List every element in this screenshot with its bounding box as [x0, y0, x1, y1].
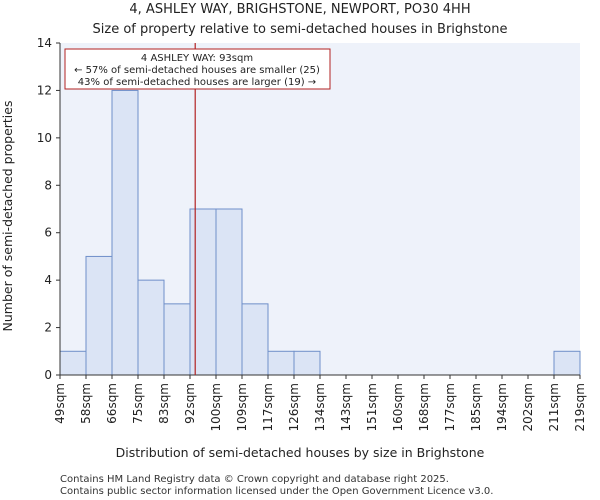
x-tick-label: 211sqm [547, 383, 561, 431]
chart-title: 4, ASHLEY WAY, BRIGHSTONE, NEWPORT, PO30… [129, 2, 470, 17]
x-tick-label: 75sqm [131, 383, 145, 424]
y-tick-label: 0 [44, 368, 52, 382]
bar-117sqm [267, 350, 295, 376]
annotation-line-2: ← 57% of semi-detached houses are smalle… [74, 65, 320, 76]
x-tick-label: 49sqm [53, 383, 67, 424]
x-tick-label: 185sqm [469, 383, 483, 431]
x-tick-label: 58sqm [79, 383, 93, 424]
x-tick-label: 160sqm [391, 383, 405, 431]
x-tick-label: 100sqm [209, 383, 223, 431]
annotation-box: 4 ASHLEY WAY: 93sqm ← 57% of semi-detach… [64, 48, 331, 90]
x-tick-label: 92sqm [183, 383, 197, 424]
x-tick-label: 151sqm [365, 383, 379, 431]
y-tick-label: 8 [44, 178, 52, 192]
x-tick-label: 66sqm [105, 383, 119, 424]
bar-92sqm [189, 208, 217, 376]
bar-126sqm [293, 350, 321, 376]
x-tick-label: 194sqm [495, 383, 509, 431]
bar-109sqm [241, 303, 269, 376]
y-tick-label: 14 [37, 36, 52, 50]
x-tick-label: 83sqm [157, 383, 171, 424]
y-tick-label: 10 [37, 131, 52, 145]
axes-group [56, 42, 581, 379]
y-axis-label: Number of semi-detached properties [0, 101, 15, 332]
x-tick-label: 177sqm [443, 383, 457, 431]
bar-100sqm [215, 208, 243, 376]
x-tick-labels: 49sqm 58sqm 66sqm 75sqm 83sqm 92sqm 100sqm 109s… [53, 383, 587, 431]
x-tick-label: 109sqm [235, 383, 249, 431]
bar-83sqm [163, 303, 191, 376]
bar-75sqm [137, 279, 165, 376]
y-tick-label: 6 [44, 226, 52, 240]
bar-211sqm [553, 350, 581, 376]
bars-group [59, 89, 581, 376]
x-tick-label: 117sqm [261, 383, 275, 431]
bar-49sqm [59, 350, 87, 376]
x-tick-label: 126sqm [287, 383, 301, 431]
annotation-line-3: 43% of semi-detached houses are larger (… [78, 77, 316, 88]
annotation-border [64, 48, 331, 90]
x-tick-label: 219sqm [573, 383, 587, 431]
x-tick-label: 143sqm [339, 383, 353, 431]
y-tick-label: 2 [44, 321, 52, 335]
x-tick-label: 202sqm [521, 383, 535, 431]
bar-58sqm [85, 255, 113, 376]
y-tick-labels: 0 2 4 6 8 10 12 14 [37, 36, 52, 382]
footer-line-2: Contains public sector information licen… [60, 486, 493, 497]
y-tick-label: 4 [44, 273, 52, 287]
x-axis-label: Distribution of semi-detached houses by … [116, 445, 485, 460]
x-tick-label: 134sqm [313, 383, 327, 431]
footer-line-1: Contains HM Land Registry data © Crown c… [60, 474, 449, 485]
chart-subtitle: Size of property relative to semi-detach… [93, 22, 508, 37]
bar-66sqm [111, 89, 139, 376]
annotation-line-1: 4 ASHLEY WAY: 93sqm [141, 53, 253, 64]
y-tick-label: 12 [37, 83, 52, 97]
x-tick-label: 168sqm [417, 383, 431, 431]
